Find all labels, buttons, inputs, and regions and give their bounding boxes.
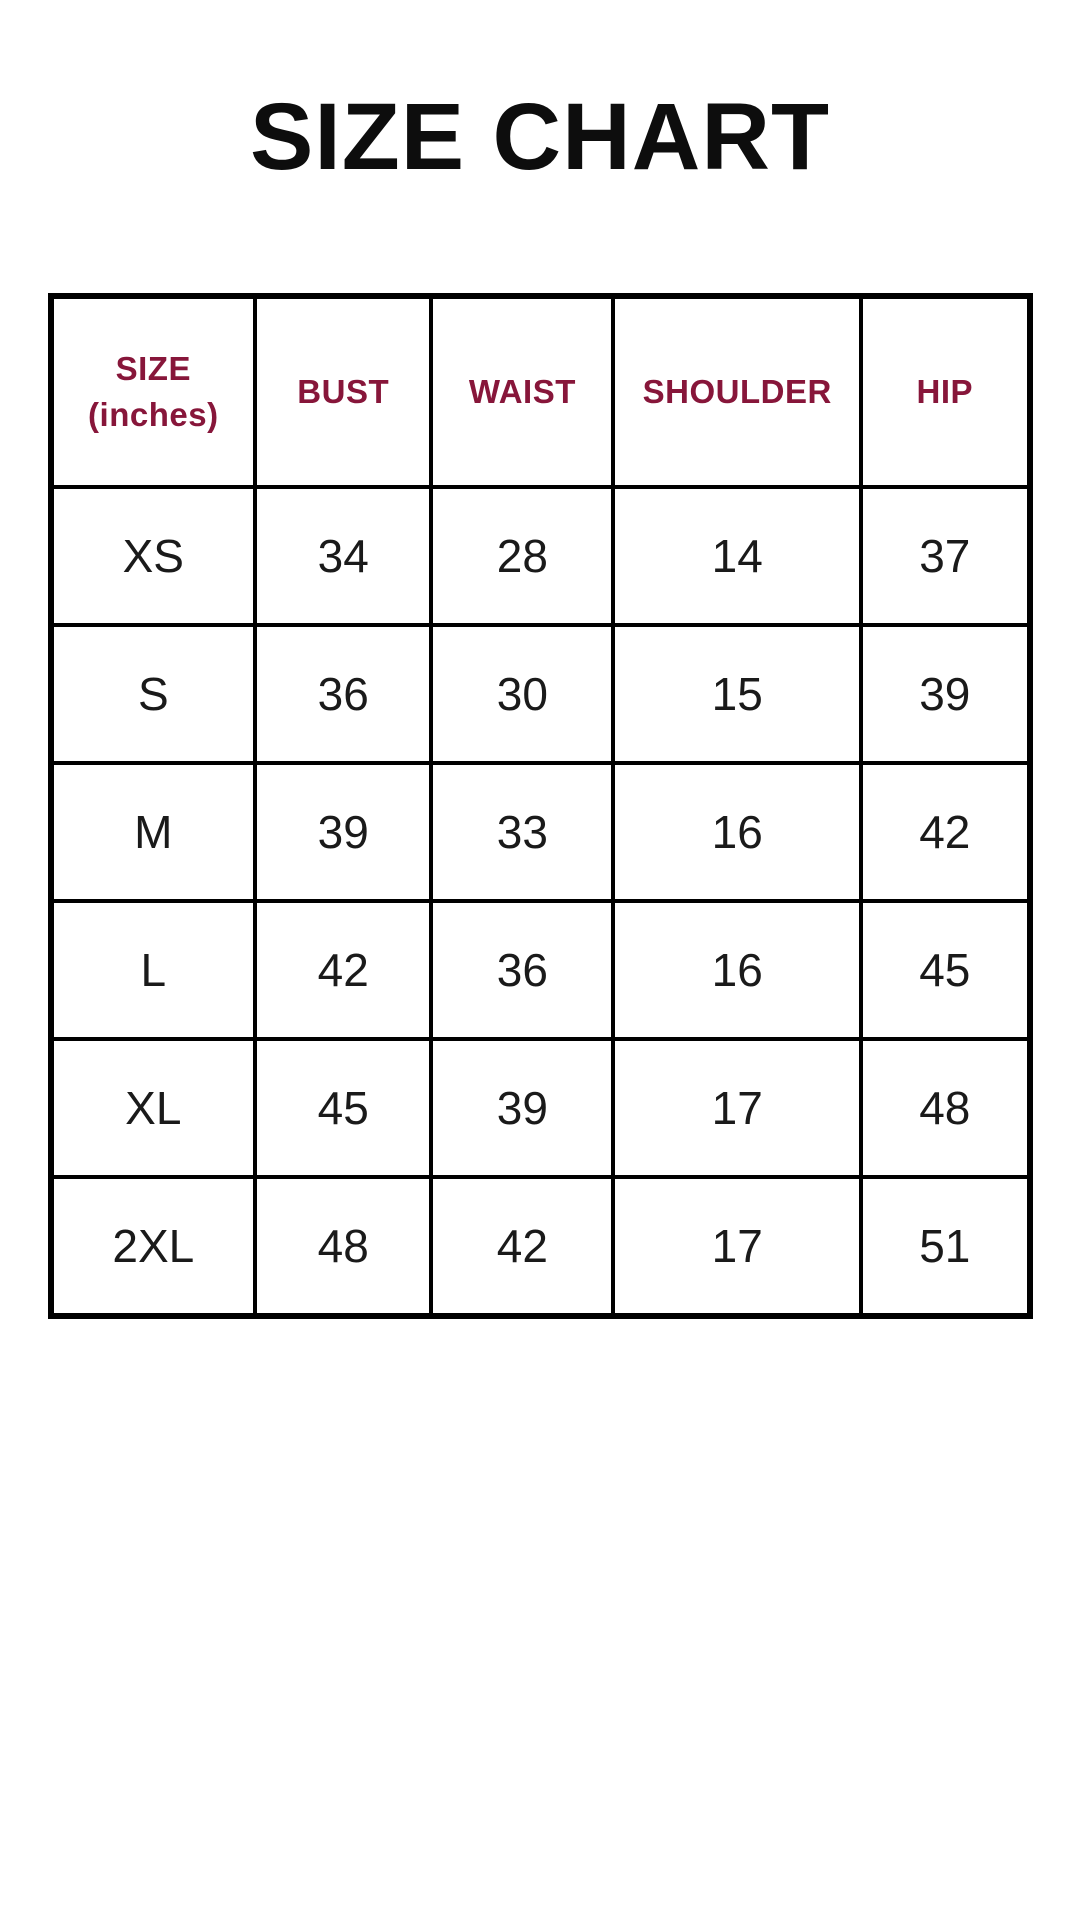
hip-cell: 48	[859, 1037, 1032, 1179]
table-row-xl: XL 45 39 17 48	[48, 1037, 1032, 1179]
shoulder-cell: 17	[611, 1175, 864, 1318]
table-row-2xl: 2XL 48 42 17 51	[48, 1175, 1032, 1318]
table-row-l: L 42 36 16 45	[48, 899, 1032, 1041]
size-cell: L	[48, 899, 258, 1041]
bust-cell: 36	[253, 623, 434, 765]
hip-cell: 39	[859, 623, 1032, 765]
waist-cell: 30	[429, 623, 616, 765]
column-header-hip: HIP	[859, 294, 1032, 489]
bust-cell: 48	[253, 1175, 434, 1318]
waist-cell: 33	[429, 761, 616, 903]
hip-cell: 45	[859, 899, 1032, 1041]
shoulder-cell: 14	[611, 485, 864, 627]
bust-cell: 45	[253, 1037, 434, 1179]
column-header-size: SIZE (inches)	[48, 294, 258, 489]
waist-cell: 42	[429, 1175, 616, 1318]
waist-cell: 39	[429, 1037, 616, 1179]
bust-cell: 42	[253, 899, 434, 1041]
size-cell: S	[48, 623, 258, 765]
hip-cell: 51	[859, 1175, 1032, 1318]
bust-cell: 39	[253, 761, 434, 903]
table-row-s: S 36 30 15 39	[48, 623, 1032, 765]
table-row-m: M 39 33 16 42	[48, 761, 1032, 903]
shoulder-cell: 15	[611, 623, 864, 765]
hip-cell: 37	[859, 485, 1032, 627]
bust-cell: 34	[253, 485, 434, 627]
size-chart-table: SIZE (inches) BUST WAIST SHOULDER HIP XS…	[47, 293, 1033, 1319]
header-row: SIZE (inches) BUST WAIST SHOULDER HIP	[48, 294, 1032, 489]
column-header-waist: WAIST	[429, 294, 616, 489]
page-title: SIZE CHART	[250, 84, 830, 190]
waist-cell: 36	[429, 899, 616, 1041]
table-row-xs: XS 34 28 14 37	[48, 485, 1032, 627]
column-header-shoulder: SHOULDER	[611, 294, 864, 489]
shoulder-cell: 16	[611, 899, 864, 1041]
shoulder-cell: 17	[611, 1037, 864, 1179]
hip-cell: 42	[859, 761, 1032, 903]
waist-cell: 28	[429, 485, 616, 627]
size-cell: M	[48, 761, 258, 903]
shoulder-cell: 16	[611, 761, 864, 903]
size-cell: XL	[48, 1037, 258, 1179]
size-cell: XS	[48, 485, 258, 627]
column-header-bust: BUST	[253, 294, 434, 489]
size-cell: 2XL	[48, 1175, 258, 1318]
